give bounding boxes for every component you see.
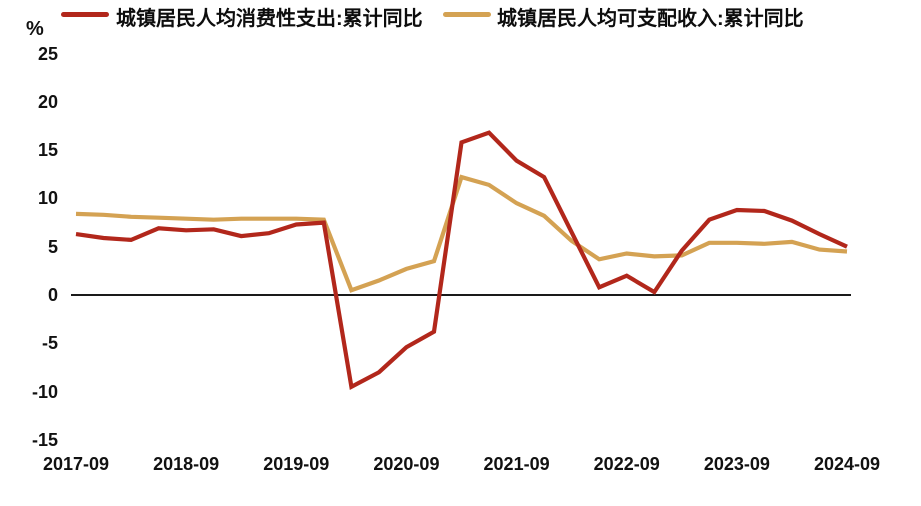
y-tick-label: 15: [37, 140, 58, 161]
x-tick-label: 2019-09: [263, 454, 330, 474]
y-tick-label: -5: [41, 333, 58, 354]
x-tick-label: 2020-09: [373, 454, 440, 474]
series-line-consumption: [75, 130, 848, 391]
y-tick-label: -10: [31, 381, 58, 402]
series-line-income: [75, 174, 848, 293]
legend-line-swatch-consumption: [61, 12, 109, 17]
x-tick-label: 2022-09: [593, 454, 660, 474]
y-tick-label: 0: [47, 285, 58, 305]
y-axis-unit-label: %: [26, 18, 44, 40]
x-tick-label: 2023-09: [703, 454, 770, 474]
y-tick-label: 5: [47, 236, 58, 257]
legend-label-income: 城镇居民人均可支配收入:累计同比: [497, 8, 804, 30]
x-tick-label: 2024-09: [813, 454, 881, 474]
x-tick-label: 2017-09: [42, 454, 110, 474]
legend-label-consumption: 城镇居民人均消费性支出:累计同比: [116, 8, 423, 30]
x-tick-label: 2021-09: [483, 454, 550, 474]
y-tick-label: 10: [37, 188, 58, 209]
legend-line-swatch-income: [443, 12, 491, 17]
series-lines: [75, 130, 848, 391]
y-tick-label: 25: [37, 43, 58, 64]
x-tick-label: 2018-09: [153, 454, 220, 474]
y-tick-label: 20: [37, 91, 58, 112]
y-tick-label: -15: [31, 429, 58, 450]
